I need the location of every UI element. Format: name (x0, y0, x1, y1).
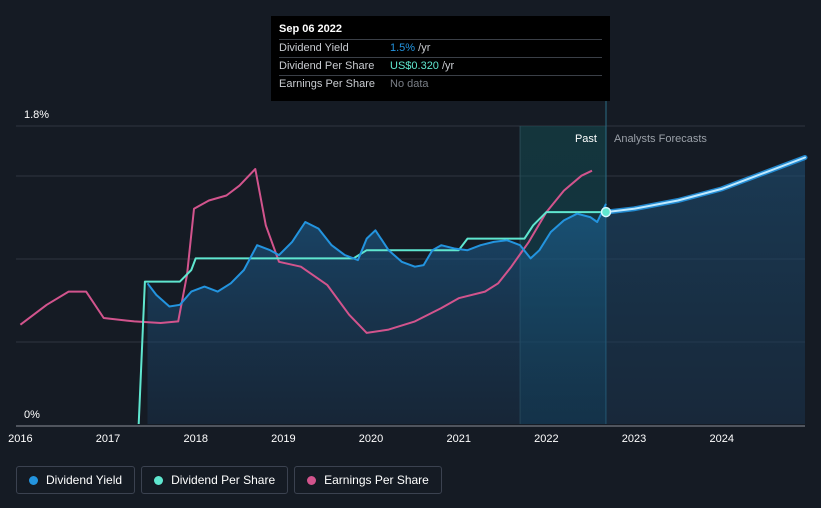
dividend-yield-line (146, 203, 607, 308)
series-lines (19, 155, 808, 425)
legend-earnings-per-share[interactable]: Earnings Per Share (294, 466, 442, 494)
tooltip: Sep 06 2022 Dividend Yield 1.5% /yr Divi… (271, 16, 610, 101)
forecast-label: Analysts Forecasts (614, 133, 707, 145)
x-tick-label: 2016 (8, 433, 32, 445)
forecast-area (605, 157, 805, 424)
x-tick-label: 2019 (271, 433, 295, 445)
dividend-yield-dot-icon (29, 475, 38, 485)
tooltip-value: US$0.320 (390, 60, 439, 72)
tooltip-key: Dividend Yield (279, 42, 349, 54)
x-tick-label: 2017 (96, 433, 120, 445)
tooltip-row-earnings-per-share: Earnings Per Share No data (279, 75, 602, 93)
tooltip-value: No data (390, 78, 429, 90)
legend-label: Dividend Yield (46, 473, 123, 487)
legend-label: Earnings Per Share (324, 473, 429, 487)
y-tick-label: 1.8% (24, 109, 49, 121)
markers (600, 206, 612, 218)
legend-label: Dividend Per Share (171, 473, 276, 487)
dividend-per-share-line (137, 211, 606, 425)
current-value-marker (600, 206, 612, 218)
legend-dividend-per-share[interactable]: Dividend Per Share (141, 466, 289, 494)
x-tick-label: 2022 (534, 433, 558, 445)
x-tick-label: 2021 (446, 433, 470, 445)
tooltip-unit: /yr (415, 42, 431, 54)
forecast-line (605, 156, 806, 214)
legend-dividend-yield[interactable]: Dividend Yield (16, 466, 136, 494)
x-tick-label: 2020 (359, 433, 383, 445)
axis-labels: 1.8% 0% 2016 2017 2018 2019 2020 2021 2022 2023 20… (8, 109, 734, 445)
tooltip-unit: /yr (438, 60, 455, 72)
x-tick-label: 2018 (183, 433, 207, 445)
tooltip-key: Earnings Per Share (279, 78, 375, 90)
y-tick-label: 0% (24, 409, 40, 421)
tooltip-row-dividend-per-share: Dividend Per Share US$0.320 /yr (279, 57, 602, 75)
legend: Dividend Yield Dividend Per Share Earnin… (16, 466, 442, 494)
x-tick-label: 2024 (709, 433, 733, 445)
tooltip-date: Sep 06 2022 (279, 23, 342, 35)
tooltip-value: 1.5% (390, 42, 416, 54)
earnings-per-share-line (19, 168, 593, 334)
tooltip-row-dividend-yield: Dividend Yield 1.5% /yr (279, 39, 602, 57)
x-tick-label: 2023 (622, 433, 646, 445)
earnings-per-share-dot-icon (307, 475, 317, 485)
past-label: Past (575, 133, 597, 145)
tooltip-key: Dividend Per Share (279, 60, 375, 72)
dividend-per-share-dot-icon (154, 475, 164, 485)
